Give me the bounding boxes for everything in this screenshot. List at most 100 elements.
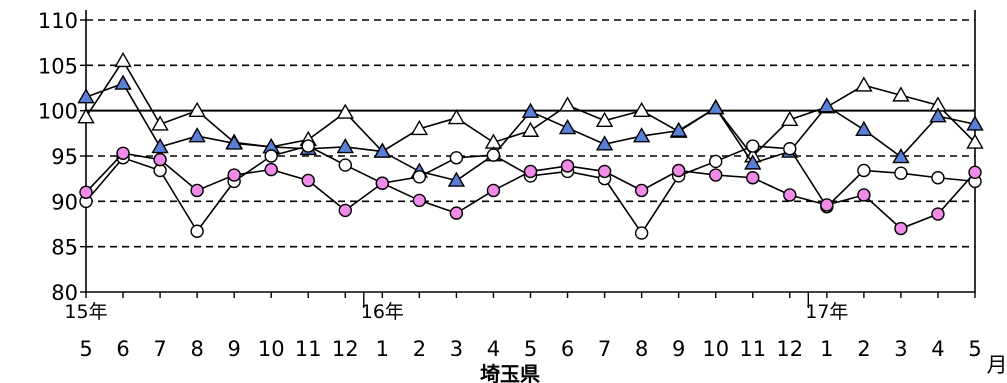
data-point: [412, 170, 427, 184]
data-point: [558, 96, 577, 112]
data-point: [116, 146, 130, 160]
series-circle-open: [79, 139, 982, 240]
data-point: [521, 121, 540, 137]
x-tick-label: 9: [227, 337, 240, 361]
data-point: [634, 226, 649, 240]
x-tick-label: 8: [635, 337, 648, 361]
year-labels: 15年 16年 17年: [64, 301, 848, 323]
data-point: [449, 151, 464, 165]
data-point: [264, 149, 278, 163]
data-point: [301, 139, 315, 153]
data-point: [783, 142, 797, 156]
x-tick-label: 1: [820, 337, 833, 361]
x-axis-unit-label: 月: [987, 353, 1007, 377]
data-point: [151, 115, 169, 131]
x-tick-label: 6: [116, 337, 129, 361]
x-tick-label: 5: [524, 337, 537, 361]
data-point: [336, 103, 354, 119]
x-tick-label: 8: [190, 337, 203, 361]
data-point: [894, 221, 908, 236]
data-point: [669, 121, 688, 137]
data-point: [190, 183, 204, 198]
x-tick-labels: 5 6 7 8 9 10 11 12 1 2 3 4 5 6 7 8 9 10 11 12 1 2 3 4 5: [79, 337, 981, 361]
x-tick-label: 11: [739, 337, 766, 361]
x-tick-label: 7: [153, 337, 166, 361]
y-tick-labels: 80 85 90 95 100 105 110: [38, 9, 78, 305]
x-tick-label: 10: [702, 337, 729, 361]
data-point: [968, 165, 982, 180]
data-point: [931, 171, 945, 185]
data-point: [79, 185, 93, 199]
x-tick-label: 4: [487, 337, 500, 361]
data-point: [114, 51, 132, 68]
data-point: [190, 224, 204, 238]
data-point: [781, 110, 799, 127]
data-point: [855, 76, 873, 92]
y-tick-label: 95: [51, 145, 78, 169]
data-point: [373, 142, 392, 158]
data-point: [857, 163, 871, 178]
data-point: [820, 198, 834, 212]
data-point: [412, 193, 427, 208]
data-point: [227, 168, 241, 182]
data-point: [632, 127, 651, 143]
y-tick-label: 85: [51, 236, 78, 260]
data-point: [153, 152, 167, 167]
year-label: 16年: [361, 301, 404, 323]
data-point: [709, 154, 723, 169]
data-point: [857, 188, 871, 202]
data-point: [447, 109, 466, 125]
data-point: [523, 164, 538, 179]
data-point: [709, 168, 723, 182]
data-point: [114, 74, 132, 90]
data-point: [892, 86, 910, 102]
x-tick-label: 2: [857, 337, 870, 361]
x-tick-label: 9: [672, 337, 685, 361]
data-point: [188, 127, 206, 143]
data-point: [929, 107, 947, 123]
data-point: [77, 88, 95, 104]
data-point: [966, 133, 984, 149]
chart-title: 埼玉県: [480, 362, 540, 383]
data-point: [336, 138, 354, 154]
x-tick-label: 2: [413, 337, 426, 361]
data-point: [486, 183, 501, 198]
data-point: [632, 101, 651, 117]
x-tick-label: 3: [450, 337, 463, 361]
year-label: 15年: [64, 301, 107, 323]
data-point: [375, 176, 390, 190]
data-point: [560, 159, 575, 173]
x-tick-label: 5: [968, 337, 981, 361]
data-point: [264, 162, 278, 177]
x-tick-label: 7: [598, 337, 611, 361]
data-point: [595, 111, 614, 127]
data-point: [597, 164, 612, 179]
data-point: [558, 118, 577, 135]
data-point: [188, 101, 206, 117]
y-tick-label: 105: [38, 54, 78, 78]
data-point: [521, 102, 540, 118]
series-line: [85, 145, 976, 235]
x-tick-label: 12: [332, 337, 359, 361]
axes: [80, 10, 976, 308]
series-circle-filled: [79, 146, 982, 236]
x-tick-label: 5: [79, 337, 92, 361]
y-tick-label: 100: [38, 100, 78, 124]
data-point: [818, 97, 836, 113]
y-tick-label: 110: [38, 9, 78, 33]
data-point: [746, 139, 760, 153]
data-point: [892, 147, 910, 164]
data-point: [707, 99, 725, 115]
data-point: [744, 154, 762, 170]
x-tick-label: 12: [776, 337, 803, 361]
x-tick-label: 1: [376, 337, 389, 361]
data-point: [301, 173, 315, 188]
data-point: [855, 120, 873, 137]
data-point: [77, 108, 95, 124]
x-tick-label: 3: [894, 337, 907, 361]
data-point: [338, 158, 352, 172]
data-point: [486, 148, 501, 162]
data-point: [746, 171, 760, 185]
data-point: [634, 183, 649, 198]
